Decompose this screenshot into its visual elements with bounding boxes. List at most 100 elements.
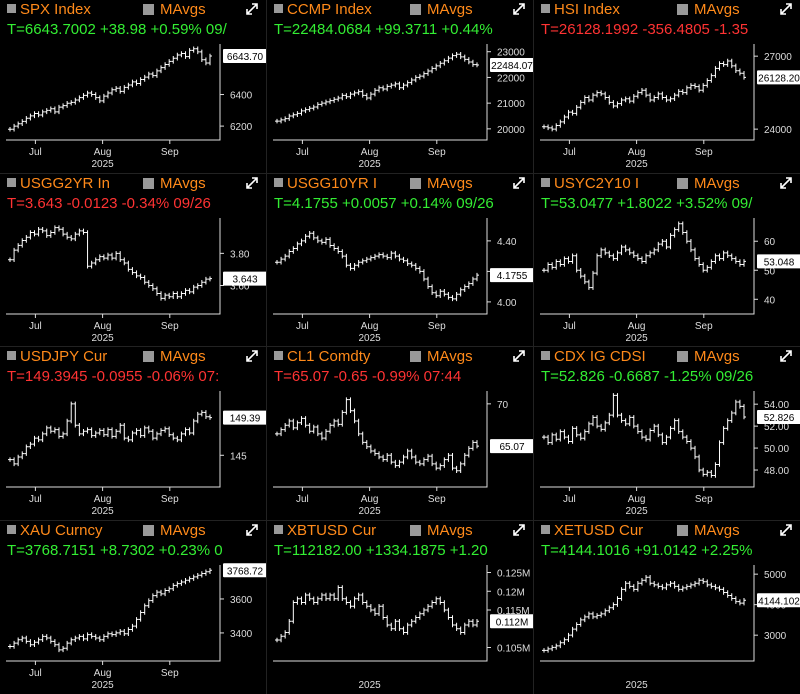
price-bar [340, 584, 345, 601]
expand-icon[interactable] [511, 175, 527, 191]
ticker-label[interactable]: USDJPY Cur [20, 348, 108, 365]
mavgs-label[interactable]: MAvgs [427, 348, 473, 365]
last-price-box [223, 271, 266, 286]
expand-icon[interactable] [511, 1, 527, 17]
price-bar [635, 90, 640, 99]
price-bar [742, 258, 746, 267]
ticker-label[interactable]: CCMP Index [287, 1, 372, 18]
price-bar [458, 286, 463, 297]
price-bar [381, 454, 386, 462]
ticker-label[interactable]: HSI Index [554, 1, 620, 18]
price-bar [114, 85, 119, 93]
price-bar [20, 237, 25, 248]
price-chart[interactable]: 54.00 52.00 50.00 48.00 52.826 Jul Aug Sep 2025 [534, 387, 800, 520]
mavgs-checkbox[interactable] [410, 351, 421, 362]
mavgs-label[interactable]: MAvgs [694, 348, 740, 365]
chart-panel-cl1-comdty[interactable]: CL1 Comdty MAvgs T=65.07 -0.65 -0.99% 07:4… [267, 347, 533, 520]
mavgs-checkbox[interactable] [677, 351, 688, 362]
mavgs-label[interactable]: MAvgs [160, 1, 206, 18]
expand-icon[interactable] [244, 348, 260, 364]
expand-icon[interactable] [778, 348, 794, 364]
price-bar [709, 258, 714, 270]
chart-panel-spx-index[interactable]: SPX Index MAvgs T=6643.7002 +38.98 +0.59% … [0, 0, 266, 173]
expand-icon[interactable] [511, 522, 527, 538]
ticker-label[interactable]: XBTUSD Cur [287, 521, 377, 539]
chart-panel-cdx-ig-cdsi[interactable]: CDX IG CDSI MAvgs T=52.826 -0.6687 -1.25% … [534, 347, 800, 520]
price-bar [44, 425, 49, 437]
price-bar [737, 598, 742, 605]
mavgs-checkbox[interactable] [410, 524, 421, 536]
chart-panel-xau-curncy[interactable]: XAU Curncy MAvgs T=3768.7151 +8.7302 +0.23… [0, 520, 266, 694]
mavgs-checkbox[interactable] [410, 177, 421, 189]
ticker-label[interactable]: SPX Index [20, 1, 91, 18]
price-chart[interactable]: 70 65.07 Jul Aug Sep 2025 [267, 387, 533, 520]
expand-icon[interactable] [244, 1, 260, 17]
mavgs-checkbox[interactable] [143, 524, 154, 536]
expand-icon[interactable] [244, 522, 260, 538]
mavgs-checkbox[interactable] [677, 524, 688, 536]
expand-icon[interactable] [778, 1, 794, 17]
price-bar [372, 448, 377, 456]
mavgs-label[interactable]: MAvgs [694, 521, 740, 539]
mavgs-label[interactable]: MAvgs [427, 174, 473, 192]
price-bar [352, 596, 357, 608]
mavgs-label[interactable]: MAvgs [694, 1, 740, 18]
price-bar [150, 282, 155, 291]
price-bar [623, 96, 628, 103]
chart-panel-hsi-index[interactable]: HSI Index MAvgs T=26128.1992 -356.4805 -1.… [534, 0, 800, 173]
ticker-label[interactable]: XETUSD Cur [554, 521, 644, 539]
price-bar [586, 611, 591, 619]
ticker-label[interactable]: XAU Curncy [20, 521, 103, 539]
mavgs-label[interactable]: MAvgs [427, 521, 473, 539]
axis-frame [273, 391, 488, 488]
price-bar [426, 603, 431, 612]
x-axis-year-label: 2025 [91, 506, 114, 517]
mavgs-checkbox[interactable] [143, 4, 154, 15]
price-chart[interactable]: 27000 24000 26128.20 Jul Aug Sep 2025 [534, 40, 800, 173]
mavgs-label[interactable]: MAvgs [694, 174, 740, 192]
price-chart[interactable]: 6400 6200 6643.70 Jul Aug Sep 2025 [0, 40, 266, 173]
price-chart[interactable]: 60 50 40 53.048 Jul Aug Sep 2025 [534, 214, 800, 347]
ticker-label[interactable]: CDX IG CDSI [554, 348, 646, 365]
price-bar [77, 423, 82, 437]
price-bar [311, 230, 316, 240]
chart-panel-usdjpy-cur[interactable]: USDJPY Cur MAvgs T=149.3945 -0.0955 -0.06%… [0, 347, 266, 520]
chart-panel-usyc2y10-i[interactable]: USYC2Y10 I MAvgs T=53.0477 +1.8022 +3.52% … [534, 173, 800, 347]
chart-panel-ccmp-index[interactable]: CCMP Index MAvgs T=22484.0684 +99.3711 +0.… [267, 0, 533, 173]
price-bar [603, 91, 608, 100]
mavgs-checkbox[interactable] [143, 351, 154, 362]
ticker-label[interactable]: USGG2YR In [20, 174, 111, 192]
mavgs-checkbox[interactable] [410, 4, 421, 15]
ticker-label[interactable]: CL1 Comdty [287, 348, 371, 365]
price-chart[interactable]: 3.80 3.603.643 Jul Aug Sep 2025 [0, 214, 266, 347]
chart-panel-xetusd-cur[interactable]: XETUSD Cur MAvgs T=4144.1016 +91.0142 +2.2… [534, 520, 800, 694]
mavgs-label[interactable]: MAvgs [160, 521, 206, 539]
mavgs-label[interactable]: MAvgs [160, 348, 206, 365]
chart-panel-usgg10yr-i[interactable]: USGG10YR I MAvgs T=4.1755 +0.0057 +0.14% 0… [267, 173, 533, 347]
ticker-label[interactable]: USGG10YR I [287, 174, 378, 192]
price-chart[interactable]: 23000 22000 21000 20000 22484.07 Jul Aug Sep 202… [267, 40, 533, 173]
mavgs-label[interactable]: MAvgs [427, 1, 473, 18]
mavgs-checkbox[interactable] [143, 177, 154, 189]
price-chart[interactable]: 0.125M 0.12M 0.115M 0.105M 0.112M 2025 [267, 561, 533, 694]
price-bar [417, 73, 422, 80]
expand-icon[interactable] [778, 522, 794, 538]
price-bar [126, 435, 131, 443]
ticker-label[interactable]: USYC2Y10 I [554, 174, 640, 192]
price-quote: T=4.1755 +0.0057 +0.14% 09/26 [274, 194, 494, 212]
expand-icon[interactable] [244, 175, 260, 191]
expand-icon[interactable] [511, 348, 527, 364]
chart-panel-xbtusd-cur[interactable]: XBTUSD Cur MAvgs T=112182.00 +1334.1875 +1… [267, 520, 533, 694]
price-bar [725, 589, 730, 598]
price-chart[interactable]: 3600 3400 3768.72 Jul Aug Sep 2025 [0, 561, 266, 694]
price-bar [323, 236, 328, 245]
mavgs-checkbox[interactable] [677, 4, 688, 15]
mavgs-checkbox[interactable] [677, 177, 688, 189]
expand-icon[interactable] [778, 175, 794, 191]
chart-panel-usgg2yr-in[interactable]: USGG2YR In MAvgs T=3.643 -0.0123 -0.34% 09… [0, 173, 266, 347]
price-chart[interactable]: 145 149.39 Jul Aug Sep 2025 [0, 387, 266, 520]
mavgs-label[interactable]: MAvgs [160, 174, 206, 192]
price-bar [352, 90, 357, 97]
